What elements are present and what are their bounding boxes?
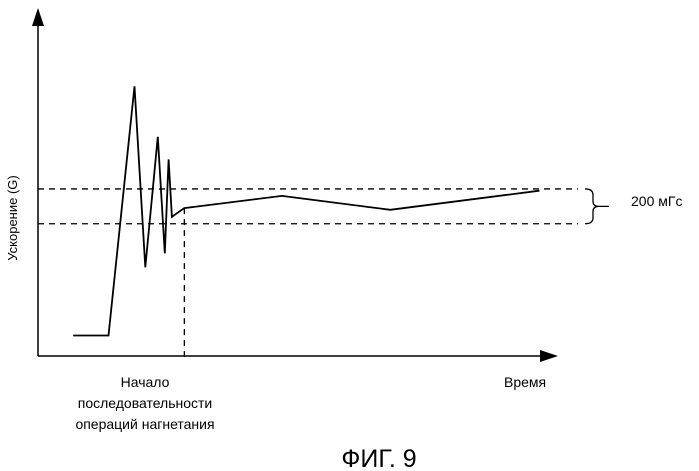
band-magnitude-label: 200 мГс xyxy=(631,193,682,209)
y-axis-label: Ускорение (G) xyxy=(5,175,20,260)
band-brace xyxy=(584,188,609,225)
x-axis-label: Время xyxy=(504,374,546,390)
sequence-start-label-line-1: Начало xyxy=(121,374,170,390)
figure-caption: ФИГ. 9 xyxy=(341,445,416,471)
acceleration-series-line xyxy=(73,86,540,337)
sequence-start-label-line-3: операций нагнетания xyxy=(75,416,214,432)
x-axis-arrow xyxy=(540,350,558,362)
y-axis-arrow xyxy=(32,8,44,26)
sequence-start-label-line-2: последовательности xyxy=(78,395,213,411)
